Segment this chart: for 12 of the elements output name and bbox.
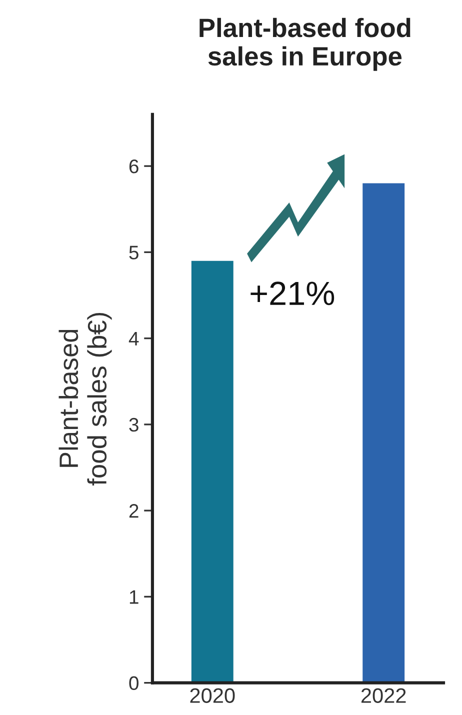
y-tick-label: 1 [130,590,138,604]
y-tick-label: 4 [128,332,139,346]
chart-title: Plant-based food sales in Europe [200,18,410,71]
y-tick-label: 5 [129,246,138,260]
y-tick-label: 2 [129,504,138,518]
y-axis-title: Plant-based food sales (b€) [58,312,112,486]
x-tick-label: 2020 [190,688,235,703]
y-tick-label: 0 [129,676,139,690]
y-tick-label: 3 [129,418,138,432]
x-tick-label: 2022 [361,688,406,703]
y-tick-label: 6 [129,160,138,174]
annotation: +21% [250,282,334,306]
